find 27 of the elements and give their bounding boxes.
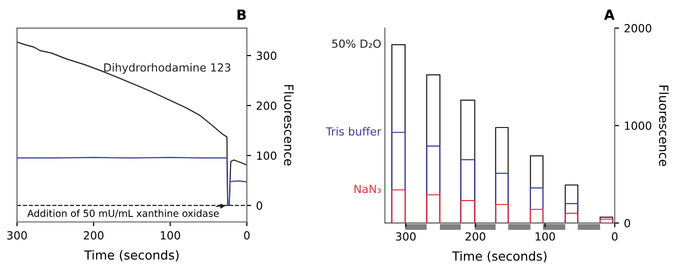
x-tick-label: 300 [7,231,27,240]
x-tick-label: 200 [84,231,104,240]
x-axis-title: Time (seconds) [452,251,546,262]
y-tick-label: 200 [256,102,276,110]
x-tick-label: 0 [244,231,250,240]
series-label: NaN₃ [354,184,381,194]
x-tick-label: 100 [536,232,555,241]
y-axis-title: Fluorescence [284,85,294,166]
series-label: Dihydrorhodamine 123 [104,63,230,74]
line-series [17,156,247,206]
y-axis-title: Fluorescence [659,86,669,166]
chart-title: A [604,10,615,20]
y-tick-label: 0 [624,218,630,228]
y-tick-label: 0 [256,201,262,210]
x-tick-label: 200 [466,232,486,241]
series-label: 50% D₂O [332,39,381,48]
chart-title: B [238,10,246,20]
x-tick-label: 100 [160,231,180,240]
y-tick-label: 300 [256,52,276,60]
x-tick-label: 0 [612,232,618,241]
x-axis-title: Time (seconds) [84,250,179,262]
y-tick-label: 100 [257,151,276,160]
y-tick-label: 2000 [624,24,652,32]
y-tick-label: 1000 [624,122,652,130]
annotation: Addition of 50 mU/mL xanthine oxidase [27,209,219,218]
series-label: Tris buffer [326,126,382,136]
x-tick-label: 300 [396,232,416,241]
